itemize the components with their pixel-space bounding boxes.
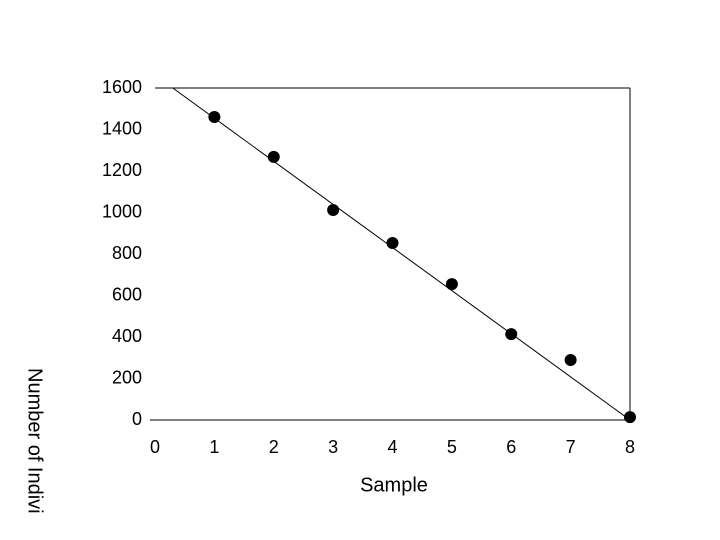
y-tick-label: 400 [112, 326, 142, 346]
x-tick-label: 8 [625, 437, 635, 457]
data-point [386, 237, 399, 250]
y-tick-label: 1600 [102, 77, 142, 97]
y-tick-label: 1000 [102, 201, 142, 221]
y-tick-label: 200 [112, 367, 142, 387]
data-point [267, 150, 280, 163]
y-axis-label: Number of Indivi [24, 368, 46, 514]
y-tick-label: 800 [112, 243, 142, 263]
data-point [327, 204, 340, 217]
x-tick-label: 4 [387, 437, 397, 457]
x-tick-label: 3 [328, 437, 338, 457]
y-tick-label: 0 [132, 409, 142, 429]
x-tick-label: 6 [506, 437, 516, 457]
y-tick-label: 600 [112, 284, 142, 304]
x-tick-label: 1 [209, 437, 219, 457]
x-tick-label: 5 [447, 437, 457, 457]
data-point [208, 111, 221, 124]
x-tick-label: 0 [150, 437, 160, 457]
x-axis-label: Sample [360, 474, 428, 496]
data-point [445, 278, 458, 291]
y-tick-label: 1200 [102, 160, 142, 180]
data-point [564, 354, 577, 367]
x-tick-label: 7 [566, 437, 576, 457]
data-point [624, 411, 636, 424]
x-tick-label: 2 [269, 437, 279, 457]
data-point [505, 328, 518, 341]
trend-line [172, 87, 631, 421]
y-tick-label: 1400 [102, 118, 142, 138]
